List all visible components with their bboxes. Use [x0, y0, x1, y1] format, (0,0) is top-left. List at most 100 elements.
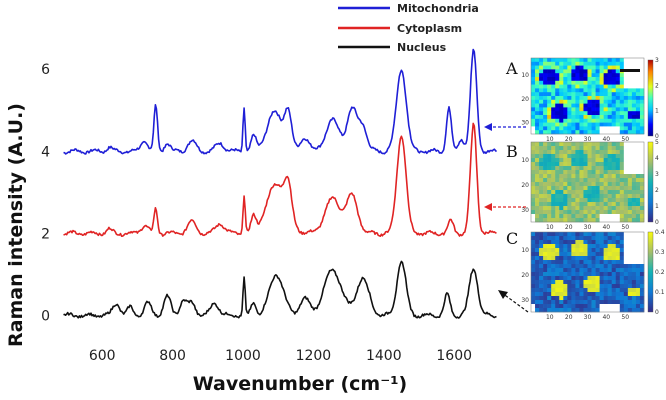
heatmap-cell: [615, 256, 621, 261]
heatmap-cell: [567, 194, 572, 199]
heatmap-cell: [543, 126, 548, 131]
heatmap-cell: [615, 122, 621, 127]
heatmap-cell: [547, 304, 552, 309]
heatmap-cell: [551, 178, 556, 183]
heatmap-cell: [579, 300, 584, 305]
heatmap-cell: [531, 190, 536, 195]
heatmap-cell: [539, 84, 544, 89]
heatmap-cell: [603, 296, 608, 301]
heatmap-cell: [587, 240, 592, 245]
heatmap-cell: [627, 194, 633, 199]
heatmap-cell: [571, 236, 576, 241]
heatmap-cell: [615, 150, 621, 155]
heatmap-cell: [571, 61, 576, 66]
heatmap-cell: [607, 206, 613, 211]
heatmap-cell: [595, 194, 600, 199]
heatmap-cell: [563, 232, 568, 237]
heatmap-cell: [567, 77, 572, 82]
heatmap-cell: [551, 111, 556, 116]
heatmap-cell: [623, 103, 629, 108]
heatmap-cell: [607, 122, 613, 127]
heatmap-cell: [571, 268, 576, 273]
heatmap-cell: [539, 244, 544, 249]
heatmap-cell: [535, 272, 540, 277]
heatmap-cell: [571, 276, 576, 281]
heatmap-cell: [539, 69, 544, 74]
heatmap-cell: [539, 284, 544, 289]
heatmap-cell: [627, 268, 633, 273]
heatmap-cell: [631, 126, 637, 131]
heatmap-cell: [623, 142, 629, 147]
heatmap-cell: [575, 288, 580, 293]
heatmap-cell: [619, 84, 625, 89]
heatmap-cell: [595, 276, 600, 281]
heatmap-cell: [607, 182, 613, 187]
heatmap-cell: [583, 268, 588, 273]
heatmap-cell: [623, 84, 629, 89]
colorbar-tick-label: 0.1: [655, 289, 665, 296]
heatmap-cell: [603, 178, 608, 183]
heatmap-cell: [627, 170, 633, 175]
heatmap-cell: [583, 130, 588, 135]
heatmap-cell: [571, 118, 576, 123]
heatmap-cell: [623, 170, 629, 175]
heatmap-cell: [627, 218, 633, 223]
heatmap-cell: [615, 182, 621, 187]
heatmap-cell: [591, 214, 596, 219]
heatmap-cell: [639, 284, 645, 289]
heatmap-cell: [583, 244, 588, 249]
heatmap-cell: [603, 92, 608, 97]
heatmap-cell: [639, 73, 645, 78]
heatmap-cell: [595, 284, 600, 289]
heatmap-cell: [555, 150, 560, 155]
heatmap-cell: [591, 178, 596, 183]
heatmap-cell: [591, 280, 596, 285]
heatmap-cell: [591, 58, 596, 63]
heatmap-cell: [583, 260, 588, 265]
heatmap-cell: [551, 80, 556, 85]
heatmap-cell: [587, 214, 592, 219]
heatmap-cell: [531, 61, 536, 66]
heatmap-cell: [567, 268, 572, 273]
heatmap-cell: [635, 84, 641, 89]
heatmap-cell: [575, 166, 580, 171]
heatmap-cell: [631, 146, 637, 151]
heatmap-cell: [551, 65, 556, 70]
heatmap-cell: [539, 264, 544, 269]
heatmap-cell: [635, 158, 641, 163]
colorbar-tick-label: 0: [655, 133, 659, 140]
heatmap-cell: [555, 69, 560, 74]
heatmap-cell: [551, 146, 556, 151]
heatmap-cell: [543, 240, 548, 245]
heatmap-cell: [603, 252, 608, 257]
heatmap-cell: [543, 170, 548, 175]
heatmap-cell: [539, 272, 544, 277]
heatmap-cell: [535, 115, 540, 120]
heatmap-cell: [559, 218, 564, 223]
heatmap-cell: [563, 214, 568, 219]
heatmap-cell: [635, 198, 641, 203]
heatmap-cell: [563, 162, 568, 167]
heatmap-cell: [603, 264, 608, 269]
heatmap-cell: [619, 236, 625, 241]
heatmap-cell: [559, 296, 564, 301]
heatmap-cell: [575, 308, 580, 313]
heatmap-cell: [627, 264, 633, 269]
heatmap-cell: [539, 194, 544, 199]
heatmap-cell: [547, 92, 552, 97]
heatmap-cell: [635, 58, 641, 63]
heatmap-cell: [555, 194, 560, 199]
heatmap-cell: [571, 122, 576, 127]
heatmap-cell: [531, 198, 536, 203]
heatmap-cell: [599, 248, 604, 253]
heatmap-cell: [531, 103, 536, 108]
heatmap-cell: [587, 166, 592, 171]
heatmap-cell: [607, 308, 613, 313]
heatmap-cell: [567, 126, 572, 131]
heatmap-cell: [595, 142, 600, 147]
heatmap-cell: [611, 146, 617, 151]
heatmap-cell: [583, 61, 588, 66]
heatmap-cell: [627, 304, 633, 309]
heatmap-cell: [559, 252, 564, 257]
heatmap-cell: [607, 65, 613, 70]
